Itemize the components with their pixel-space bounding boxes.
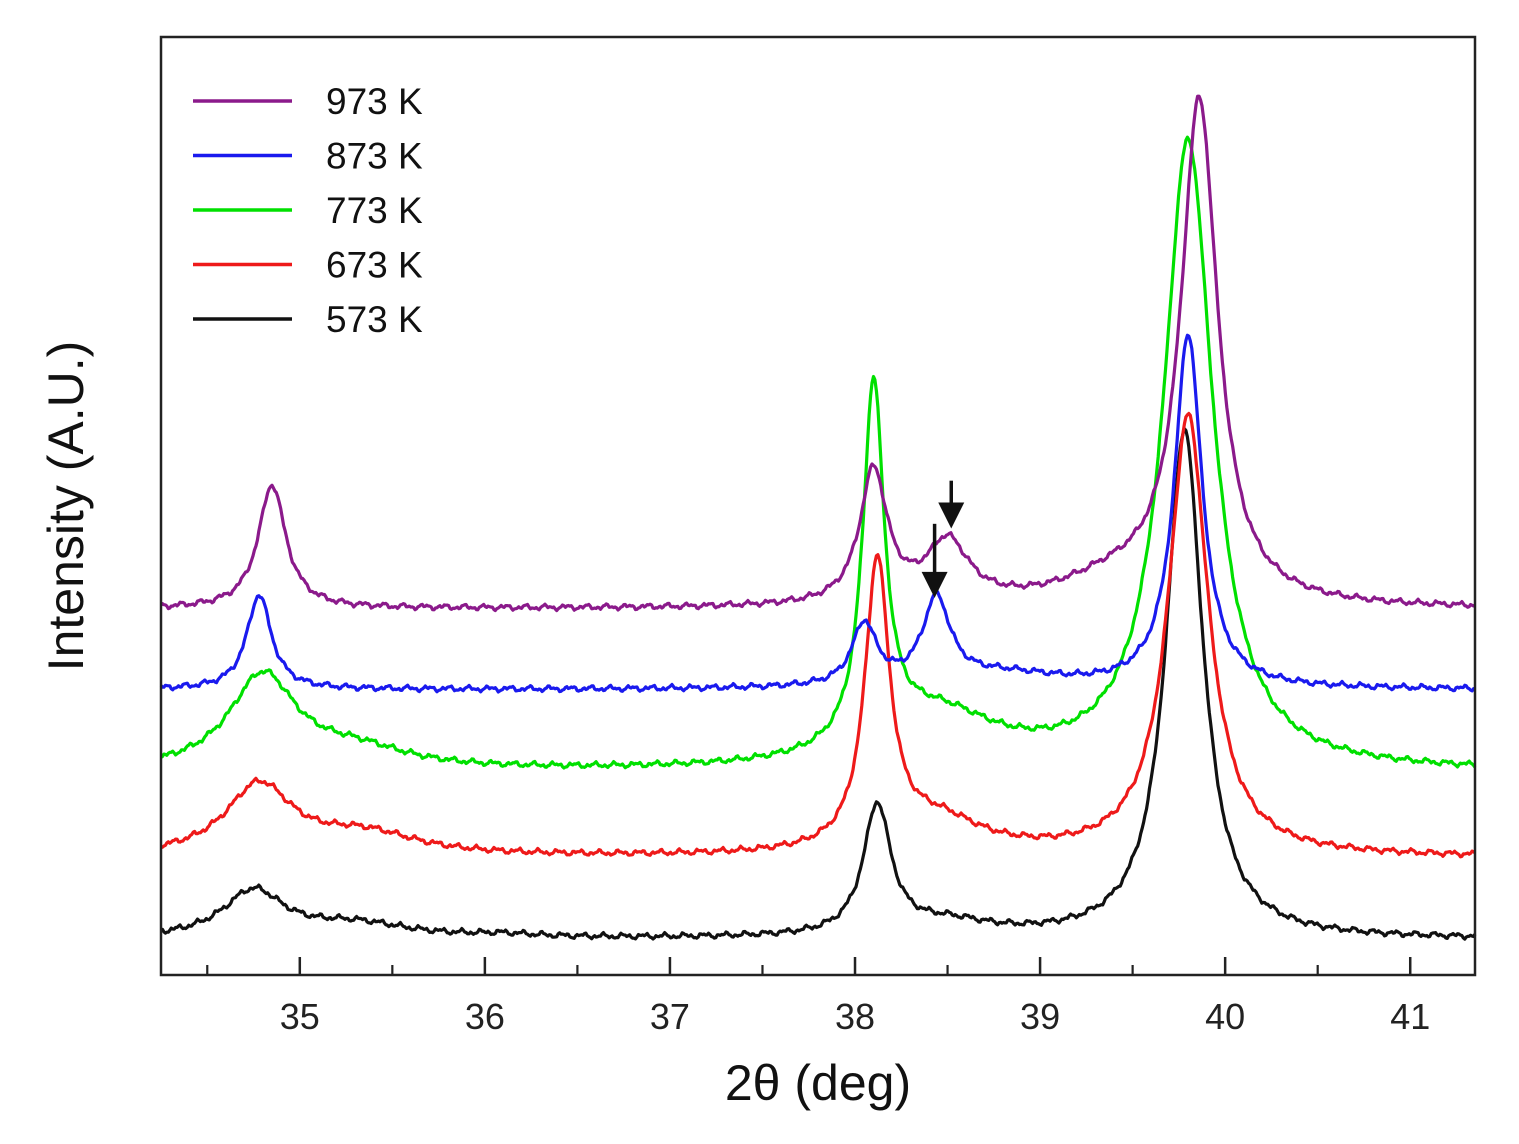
legend-item-673-k: 673 K	[193, 245, 423, 286]
series-line-673-k	[160, 411, 1476, 859]
legend-label: 773 K	[326, 190, 423, 231]
plot-lines	[159, 94, 1477, 941]
legend-item-873-k: 873 K	[193, 136, 423, 177]
x-tick-label: 37	[650, 996, 690, 1037]
x-tick-label: 38	[835, 996, 875, 1037]
legend-item-773-k: 773 K	[193, 190, 423, 231]
annotation-arrow-973-k	[938, 480, 965, 529]
x-tick-label: 41	[1390, 996, 1430, 1037]
legend-item-973-k: 973 K	[193, 81, 423, 122]
series-line-973-k	[159, 94, 1476, 613]
legend-label: 873 K	[326, 136, 423, 177]
y-axis-title: Intensity (A.U.)	[38, 341, 94, 672]
x-axis: 35 36 37 38 39 40 41	[206, 957, 1430, 1037]
legend-label: 673 K	[326, 245, 423, 286]
x-tick-label: 36	[465, 996, 505, 1037]
x-tick-label: 35	[280, 996, 320, 1037]
series-line-573-k	[160, 427, 1477, 941]
series-line-873-k	[159, 333, 1476, 694]
x-axis-title: 2θ (deg)	[725, 1055, 911, 1111]
legend: 973 K 873 K 773 K 673 K 573 K	[193, 81, 423, 340]
legend-label: 973 K	[326, 81, 423, 122]
x-tick-label: 40	[1205, 996, 1245, 1037]
legend-item-573-k: 573 K	[193, 299, 423, 340]
arrow-head	[938, 502, 965, 529]
arrow-head	[921, 571, 948, 598]
x-tick-label: 39	[1020, 996, 1060, 1037]
legend-label: 573 K	[326, 299, 423, 340]
plot-frame	[159, 35, 1477, 977]
annotations	[921, 480, 965, 598]
annotation-arrow-873-k	[921, 523, 948, 598]
